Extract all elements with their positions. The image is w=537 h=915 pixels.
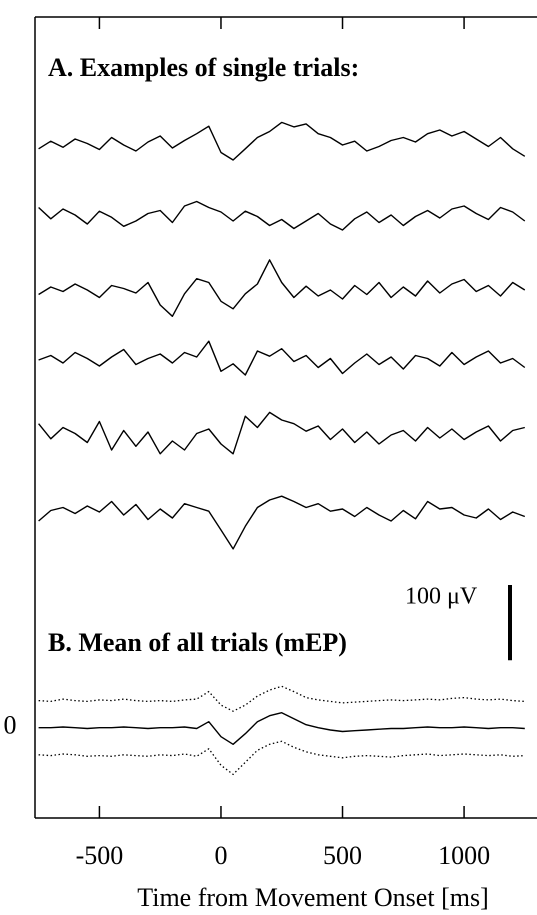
x-tick-label: -500 bbox=[76, 841, 124, 870]
x-tick-label: 500 bbox=[323, 841, 362, 870]
trace bbox=[38, 495, 526, 550]
trace bbox=[38, 259, 526, 317]
scale-bar-label: 100 μV bbox=[405, 584, 478, 610]
trace bbox=[38, 121, 526, 161]
y-tick-label: 0 bbox=[4, 711, 17, 740]
trace bbox=[38, 200, 526, 231]
trace bbox=[38, 740, 525, 776]
x-tick-label: 1000 bbox=[438, 841, 490, 870]
panel-a-title: A. Examples of single trials: bbox=[48, 53, 359, 82]
x-axis-label: Time from Movement Onset [ms] bbox=[137, 883, 488, 912]
trace bbox=[38, 340, 526, 376]
panel-b-title: B. Mean of all trials (mEP) bbox=[48, 628, 347, 657]
trace bbox=[38, 411, 525, 455]
trace bbox=[38, 685, 525, 712]
x-tick-label: 0 bbox=[214, 841, 227, 870]
trace bbox=[38, 712, 525, 745]
